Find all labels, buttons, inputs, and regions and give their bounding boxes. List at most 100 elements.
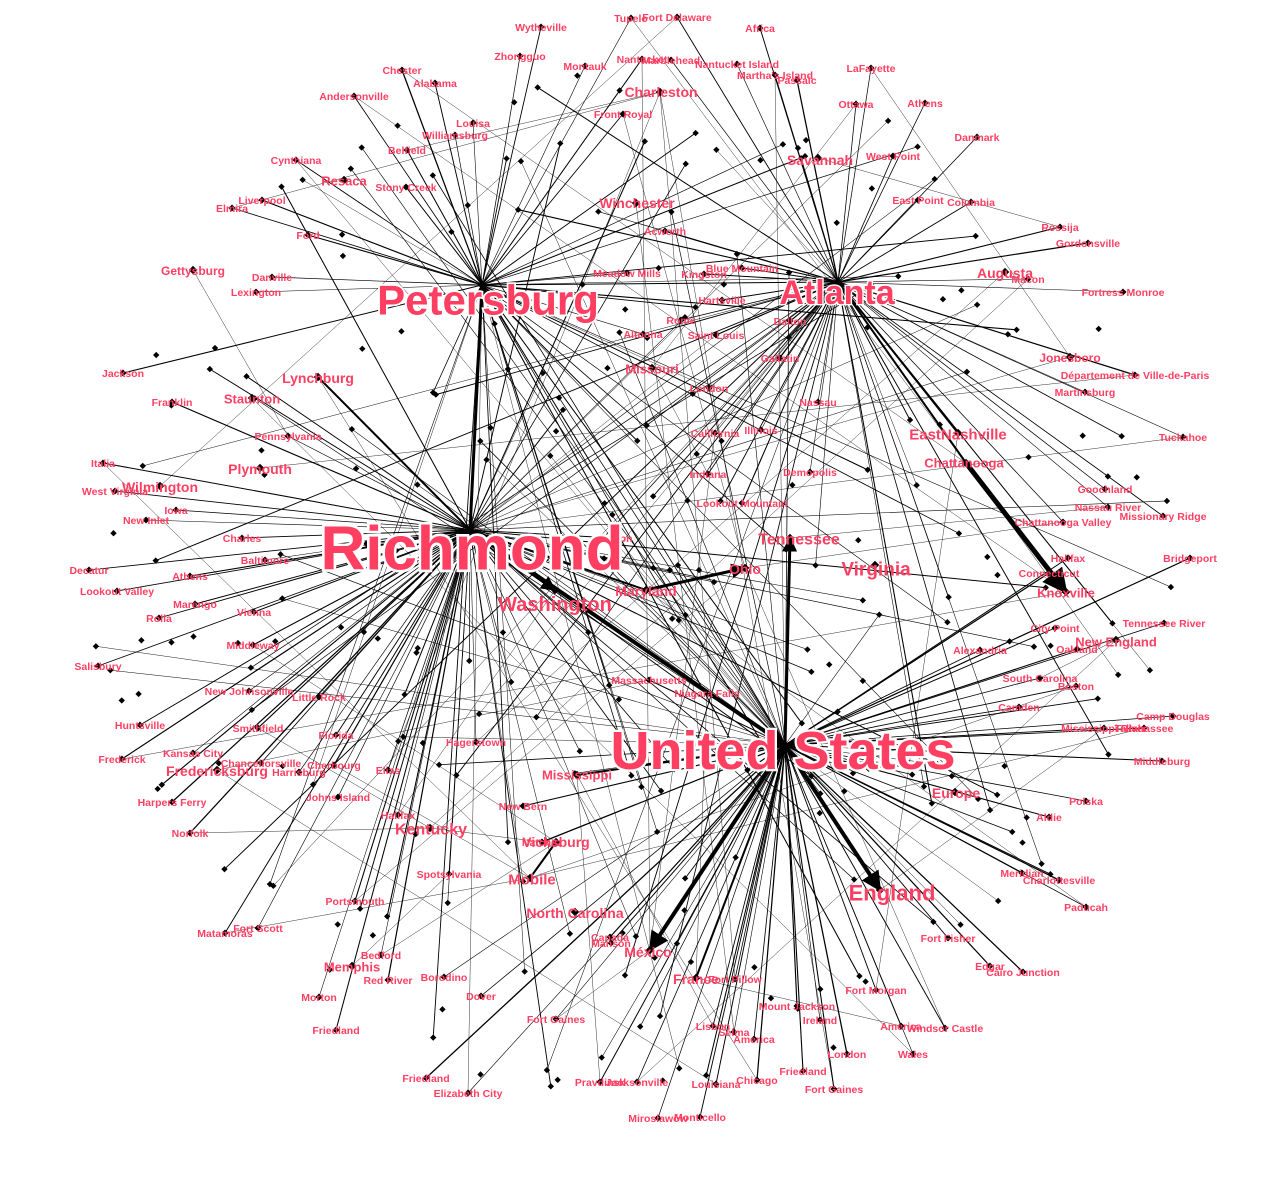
hub-label-augusta: Augusta (977, 265, 1033, 281)
graph-node (738, 499, 746, 507)
graph-node (347, 961, 357, 971)
graph-node (1094, 695, 1101, 702)
graph-node (865, 765, 872, 772)
edge-line (252, 529, 471, 646)
graph-node (700, 270, 708, 278)
place-label-connecticut: Connecticut (1019, 568, 1080, 580)
place-label-d-partement-de-ville-de-paris: Département de Ville-de-Paris (1061, 370, 1210, 382)
hub-label-ohio: Ohio (729, 561, 761, 577)
edge-line (359, 529, 471, 909)
edge-line (469, 163, 687, 531)
graph-node (1104, 473, 1112, 480)
hub-label-france: France (673, 971, 719, 987)
graph-node (668, 615, 676, 622)
graph-node (315, 693, 323, 701)
edge-line (481, 17, 632, 286)
edge-line (241, 529, 471, 539)
edge-line (121, 529, 471, 760)
graph-node (477, 280, 487, 290)
place-label-acworth: Acworth (644, 226, 686, 238)
graph-node (576, 748, 583, 755)
place-label-fort-fisher: Fort Fisher (921, 933, 976, 945)
edge-line (671, 211, 786, 746)
edge-line (837, 281, 925, 787)
hub-label-washington: Washington (498, 594, 612, 616)
edge-line (469, 529, 589, 633)
place-label-paducah: Paducah (1064, 902, 1108, 914)
place-label-kingston: Kingston (681, 269, 727, 281)
graph-node (889, 152, 897, 160)
edge-line (287, 435, 471, 531)
graph-node (334, 793, 342, 801)
graph-node (572, 770, 582, 780)
place-label-portsmouth: Portsmouth (326, 896, 385, 908)
edge-line (317, 376, 758, 1081)
edge-line (481, 281, 839, 286)
graph-node (278, 183, 285, 190)
edge-line (469, 529, 998, 796)
graph-node (1001, 762, 1008, 770)
graph-node (359, 345, 366, 352)
graph-node (957, 921, 964, 928)
edge-line (817, 157, 1061, 228)
edge-line (469, 436, 1184, 531)
edge-line (753, 744, 786, 1040)
edge-line (302, 179, 483, 286)
edge-line (469, 317, 686, 531)
graph-node (188, 265, 198, 275)
edge-line (636, 639, 1117, 1083)
graph-node (812, 562, 819, 569)
graph-node (600, 534, 608, 541)
edge-line (784, 557, 1191, 746)
edge-line (481, 284, 948, 623)
place-label-vienna: Vienna (237, 607, 271, 619)
edge-line (784, 727, 1145, 746)
graph-node (895, 273, 902, 280)
graph-node (621, 972, 629, 979)
graph-node (710, 578, 718, 586)
edge-line (837, 281, 1124, 293)
edge-line (481, 284, 680, 621)
edge-line (361, 147, 786, 746)
graph-node (339, 175, 349, 185)
edge-line (695, 692, 708, 979)
graph-node (118, 697, 125, 704)
place-label-andersonville: Andersonville (319, 91, 389, 103)
edge-line (784, 744, 869, 769)
place-label-front-royal: Front Royal (594, 109, 652, 121)
edge-line (110, 669, 786, 746)
graph-node (552, 428, 560, 435)
place-label-tuckahoe: Tuckahoe (1159, 432, 1207, 444)
graph-node (534, 84, 541, 91)
edge-line (335, 529, 471, 1031)
edge-line (481, 113, 624, 286)
edge-line (837, 281, 933, 804)
place-label-liverpool: Liverpool (238, 195, 285, 207)
graph-node (972, 232, 979, 240)
place-label-lookout-mountain: Lookout Mountain (697, 498, 788, 510)
graph-node (172, 506, 180, 514)
edge-line (639, 744, 786, 1027)
graph-node (261, 556, 269, 564)
graph-node (186, 829, 194, 837)
place-label-kansas-city: Kansas City (163, 748, 223, 760)
edge-line (520, 161, 786, 746)
edge-line (837, 103, 857, 283)
place-label-lafayette: LaFayette (846, 63, 895, 75)
place-label-fort-gaines: Fort Gaines (805, 1084, 864, 1096)
edge-line (837, 281, 1122, 437)
place-label-martinsburg: Martinsburg (1055, 387, 1116, 399)
edge-line (676, 744, 786, 944)
edge-line (649, 432, 716, 951)
place-label-gallatin: Gallatin (761, 353, 800, 365)
graph-node (350, 92, 358, 100)
edge-line (397, 529, 471, 816)
graph-node (304, 231, 312, 239)
place-label-smithfield: Smithfield (233, 723, 284, 735)
place-label-saint-louis: Saint Louis (688, 330, 745, 342)
edge-line (782, 536, 798, 746)
hub-label-winchester: Winchester (599, 195, 675, 211)
edge-line (295, 159, 786, 746)
graph-node (243, 373, 250, 380)
edge-line (481, 284, 509, 843)
